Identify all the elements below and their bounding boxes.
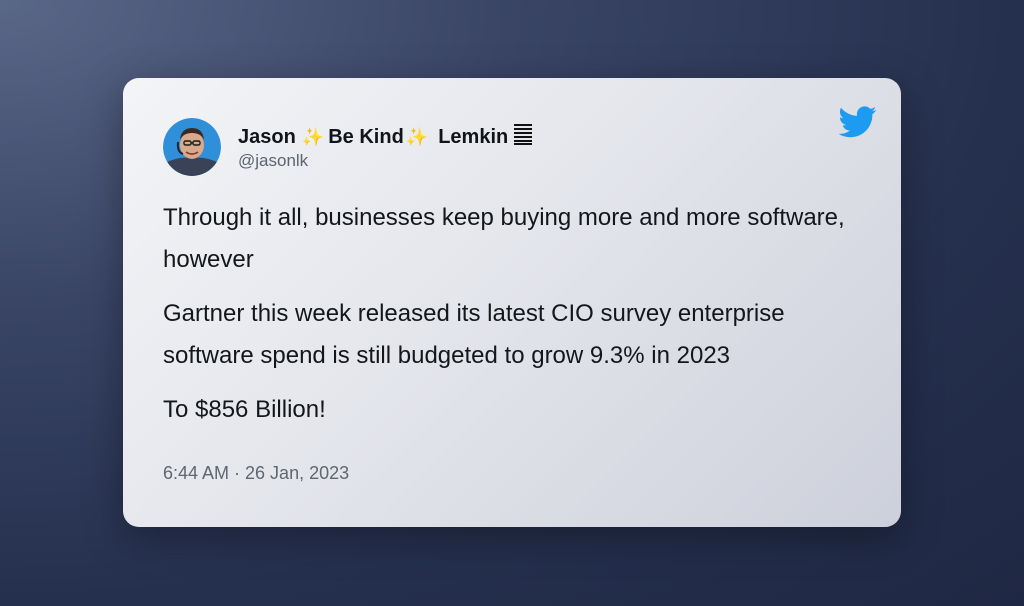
- avatar[interactable]: [163, 118, 221, 176]
- tweet-card[interactable]: Jason ✨ Be Kind ✨ Lemkin @jasonlk Throug…: [123, 78, 901, 527]
- tweet-paragraph: Gartner this week released its latest CI…: [163, 300, 785, 369]
- twitter-bird-icon[interactable]: [839, 106, 877, 138]
- author-middle-name: Be Kind: [328, 125, 404, 148]
- sparkle-icon: ✨: [405, 126, 429, 147]
- tweet-timestamp[interactable]: 6:44 AM · 26 Jan, 2023: [163, 463, 350, 483]
- tweet-paragraph: Through it all, businesses keep buying m…: [163, 204, 845, 273]
- author-first-name: Jason: [238, 125, 296, 148]
- tweet-paragraph: To $856 Billion!: [163, 396, 326, 423]
- person-avatar-icon: [163, 118, 221, 176]
- tweet-text: Through it all, businesses keep buying m…: [163, 197, 863, 443]
- flag-icon: [514, 123, 533, 151]
- author-display-name[interactable]: Jason ✨ Be Kind ✨ Lemkin: [238, 123, 533, 151]
- author-last-name: Lemkin: [438, 125, 509, 148]
- sparkle-icon: ✨: [301, 126, 325, 147]
- author-handle[interactable]: @jasonlk: [238, 151, 309, 170]
